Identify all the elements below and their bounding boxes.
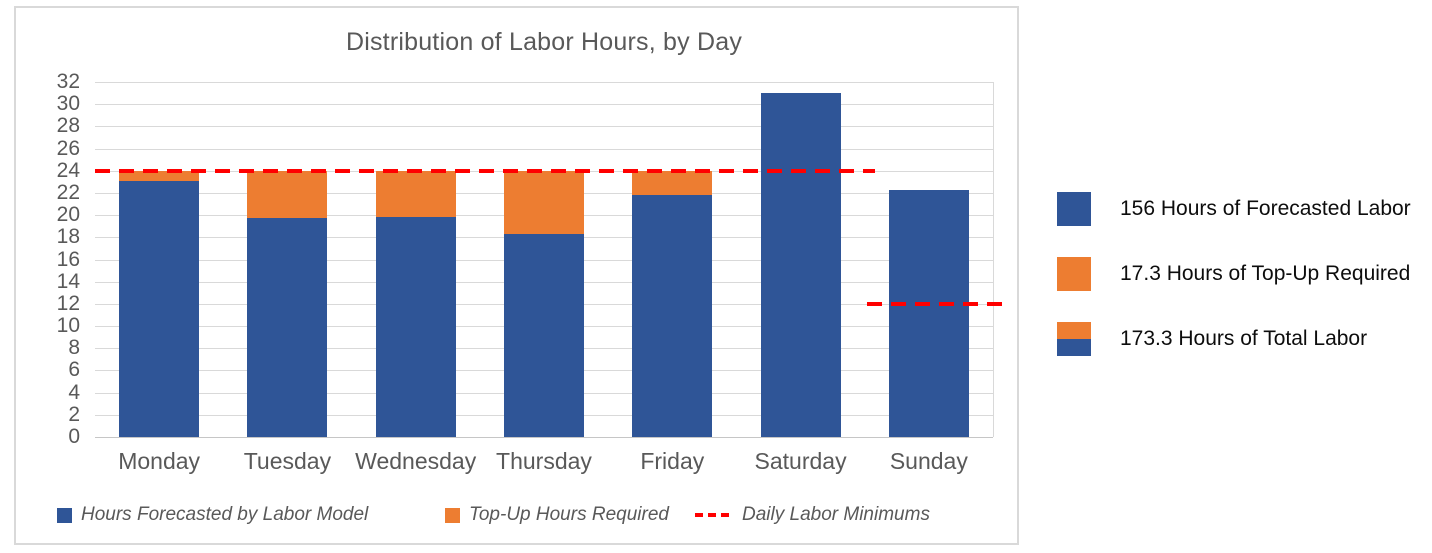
chart-title: Distribution of Labor Hours, by Day — [345, 28, 743, 56]
bar-forecast-tuesday — [247, 218, 328, 437]
bar-topup-friday — [632, 170, 713, 196]
blue-square-icon — [57, 507, 72, 523]
bar-forecast-wednesday — [375, 217, 456, 437]
x-axis-label-sunday: Sunday — [889, 448, 968, 474]
stacked-orange-blue-square-icon — [1057, 322, 1091, 356]
y-tick-label-24: 24 — [56, 158, 80, 182]
bar-forecast-sunday — [888, 189, 969, 437]
side-annotations: 156 Hours of Forecasted Labor 17.3 Hours… — [1040, 0, 1432, 553]
orange-square-icon — [1057, 257, 1091, 291]
x-axis-label-wednesday: Wednesday — [355, 448, 477, 474]
legend-label: Top-Up Hours Required — [469, 504, 669, 525]
bar-topup-wednesday — [375, 170, 456, 218]
bar-forecast-monday — [119, 180, 200, 437]
bar-topup-tuesday — [247, 170, 328, 219]
bar-forecast-thursday — [504, 233, 584, 437]
y-tick-label-30: 30 — [56, 92, 80, 116]
y-tick-label-32: 32 — [56, 70, 80, 93]
y-tick-label-22: 22 — [56, 180, 80, 204]
x-axis-label-saturday: Saturday — [754, 448, 847, 474]
legend-item-minimums: Daily Labor Minimums — [695, 502, 930, 528]
gridline-32 — [95, 82, 993, 83]
y-tick-label-10: 10 — [56, 314, 80, 338]
side-label: 17.3 Hours of Top-Up Required — [1120, 262, 1411, 285]
x-axis-label-monday: Monday — [118, 448, 201, 474]
legend-item-forecast: Hours Forecasted by Labor Model — [57, 502, 368, 528]
gridline-30 — [95, 104, 993, 106]
y-tick-label-18: 18 — [56, 225, 80, 249]
side-row-topup: 17.3 Hours of Top-Up Required — [1057, 257, 1410, 291]
gridline-26 — [95, 148, 993, 150]
y-tick-label-0: 0 — [68, 425, 80, 448]
reference-line-minimum-24 — [95, 168, 875, 173]
bar-forecast-saturday — [760, 93, 841, 437]
chart-container: Distribution of Labor Hours, by Day Hour… — [14, 6, 1019, 545]
y-tick-label-8: 8 — [68, 336, 80, 360]
legend-label: Hours Forecasted by Labor Model — [81, 504, 369, 525]
legend-label: Daily Labor Minimums — [742, 504, 930, 525]
chart-legend: Hours Forecasted by Labor Model Top-Up H… — [16, 502, 1017, 532]
gridline-28 — [95, 126, 993, 128]
y-tick-label-4: 4 — [68, 380, 80, 404]
y-tick-label-28: 28 — [56, 114, 80, 138]
y-tick-label-12: 12 — [56, 291, 80, 315]
reference-line-minimum-12 — [867, 301, 1006, 306]
x-axis-label-thursday: Thursday — [496, 448, 592, 474]
y-tick-label-14: 14 — [56, 269, 80, 293]
gridline-0 — [95, 437, 993, 438]
x-axis-label-friday: Friday — [640, 448, 705, 474]
y-tick-label-2: 2 — [68, 402, 80, 426]
plot-right-border — [993, 82, 994, 437]
y-tick-label-6: 6 — [68, 358, 80, 382]
y-tick-label-16: 16 — [56, 247, 80, 271]
bar-forecast-friday — [632, 195, 713, 437]
red-dashes-icon — [695, 513, 733, 517]
bar-topup-thursday — [504, 170, 584, 234]
side-label: 156 Hours of Forecasted Labor — [1120, 197, 1411, 220]
side-row-total: 173.3 Hours of Total Labor — [1057, 322, 1367, 356]
orange-square-icon — [445, 507, 460, 523]
bar-topup-monday — [119, 170, 200, 181]
side-label: 173.3 Hours of Total Labor — [1120, 327, 1368, 350]
y-tick-label-20: 20 — [56, 203, 80, 227]
y-tick-label-26: 26 — [56, 136, 80, 160]
side-row-forecast: 156 Hours of Forecasted Labor — [1057, 192, 1411, 226]
blue-square-icon — [1057, 192, 1091, 226]
x-axis-label-tuesday: Tuesday — [243, 448, 332, 474]
legend-item-topup: Top-Up Hours Required — [445, 502, 669, 528]
